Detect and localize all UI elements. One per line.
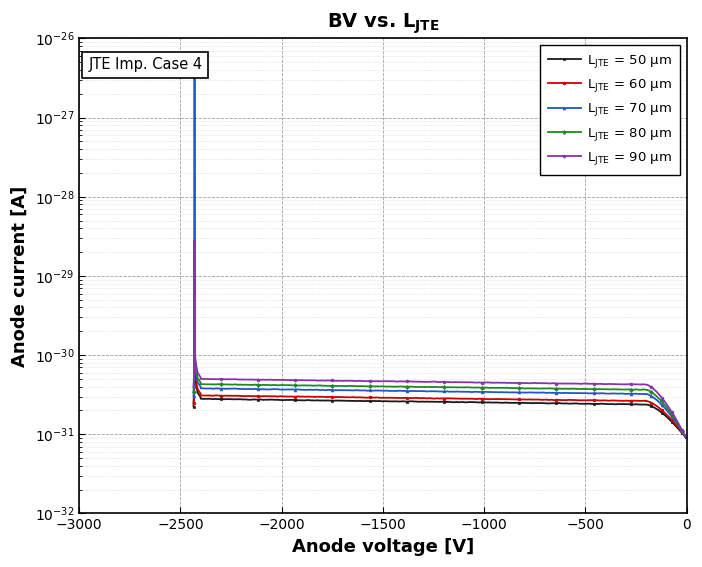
L$_\mathregular{JTE}$ = 60 μm xyxy=(197,392,205,399)
L$_\mathregular{JTE}$ = 60 μm xyxy=(482,396,491,403)
Text: JTE Imp. Case 4: JTE Imp. Case 4 xyxy=(88,57,202,73)
L$_\mathregular{JTE}$ = 90 μm xyxy=(197,375,205,382)
L$_\mathregular{JTE}$ = 50 μm xyxy=(475,399,484,406)
L$_\mathregular{JTE}$ = 70 μm xyxy=(682,434,690,441)
L$_\mathregular{JTE}$ = 80 μm xyxy=(190,388,198,395)
L$_\mathregular{JTE}$ = 60 μm xyxy=(190,237,199,244)
L$_\mathregular{JTE}$ = 50 μm xyxy=(190,237,199,244)
Title: BV vs. L$_\mathregular{JTE}$: BV vs. L$_\mathregular{JTE}$ xyxy=(326,11,439,36)
L$_\mathregular{JTE}$ = 90 μm xyxy=(190,383,198,390)
L$_\mathregular{JTE}$ = 50 μm xyxy=(406,398,414,405)
L$_\mathregular{JTE}$ = 80 μm xyxy=(190,237,199,244)
L$_\mathregular{JTE}$ = 50 μm xyxy=(682,434,690,441)
L$_\mathregular{JTE}$ = 90 μm xyxy=(398,378,406,385)
L$_\mathregular{JTE}$ = 80 μm xyxy=(398,383,406,390)
L$_\mathregular{JTE}$ = 70 μm xyxy=(406,388,414,395)
L$_\mathregular{JTE}$ = 80 μm xyxy=(482,384,491,391)
Line: L$_\mathregular{JTE}$ = 70 μm: L$_\mathregular{JTE}$ = 70 μm xyxy=(192,73,687,439)
L$_\mathregular{JTE}$ = 90 μm xyxy=(682,434,690,441)
L$_\mathregular{JTE}$ = 60 μm xyxy=(682,434,690,441)
L$_\mathregular{JTE}$ = 50 μm xyxy=(398,398,406,405)
L$_\mathregular{JTE}$ = 90 μm xyxy=(482,379,491,386)
L$_\mathregular{JTE}$ = 70 μm xyxy=(190,71,199,78)
L$_\mathregular{JTE}$ = 60 μm xyxy=(190,400,198,407)
L$_\mathregular{JTE}$ = 60 μm xyxy=(666,415,675,422)
L$_\mathregular{JTE}$ = 70 μm xyxy=(398,387,406,394)
L$_\mathregular{JTE}$ = 60 μm xyxy=(406,395,414,401)
L$_\mathregular{JTE}$ = 80 μm xyxy=(406,383,414,390)
Line: L$_\mathregular{JTE}$ = 50 μm: L$_\mathregular{JTE}$ = 50 μm xyxy=(192,239,687,439)
Y-axis label: Anode current [A]: Anode current [A] xyxy=(11,185,29,367)
L$_\mathregular{JTE}$ = 70 μm xyxy=(475,388,484,395)
L$_\mathregular{JTE}$ = 50 μm xyxy=(197,395,205,402)
L$_\mathregular{JTE}$ = 80 μm xyxy=(197,381,205,388)
Line: L$_\mathregular{JTE}$ = 80 μm: L$_\mathregular{JTE}$ = 80 μm xyxy=(192,239,687,439)
L$_\mathregular{JTE}$ = 70 μm xyxy=(197,385,205,392)
L$_\mathregular{JTE}$ = 90 μm xyxy=(666,407,675,413)
L$_\mathregular{JTE}$ = 70 μm xyxy=(190,393,198,400)
X-axis label: Anode voltage [V]: Anode voltage [V] xyxy=(292,538,474,556)
L$_\mathregular{JTE}$ = 50 μm xyxy=(666,417,675,424)
L$_\mathregular{JTE}$ = 80 μm xyxy=(666,409,675,416)
L$_\mathregular{JTE}$ = 90 μm xyxy=(406,378,414,385)
L$_\mathregular{JTE}$ = 90 μm xyxy=(190,237,199,244)
L$_\mathregular{JTE}$ = 80 μm xyxy=(475,384,484,391)
L$_\mathregular{JTE}$ = 60 μm xyxy=(475,395,484,402)
Line: L$_\mathregular{JTE}$ = 90 μm: L$_\mathregular{JTE}$ = 90 μm xyxy=(192,239,687,439)
L$_\mathregular{JTE}$ = 90 μm xyxy=(475,379,484,386)
L$_\mathregular{JTE}$ = 60 μm xyxy=(398,395,406,401)
L$_\mathregular{JTE}$ = 50 μm xyxy=(482,399,491,406)
Legend: L$_\mathregular{JTE}$ = 50 μm, L$_\mathregular{JTE}$ = 60 μm, L$_\mathregular{JT: L$_\mathregular{JTE}$ = 50 μm, L$_\mathr… xyxy=(540,45,680,175)
L$_\mathregular{JTE}$ = 70 μm xyxy=(666,412,675,418)
L$_\mathregular{JTE}$ = 70 μm xyxy=(482,388,491,395)
L$_\mathregular{JTE}$ = 50 μm xyxy=(190,403,198,410)
Line: L$_\mathregular{JTE}$ = 60 μm: L$_\mathregular{JTE}$ = 60 μm xyxy=(192,239,687,439)
L$_\mathregular{JTE}$ = 80 μm xyxy=(682,434,690,441)
